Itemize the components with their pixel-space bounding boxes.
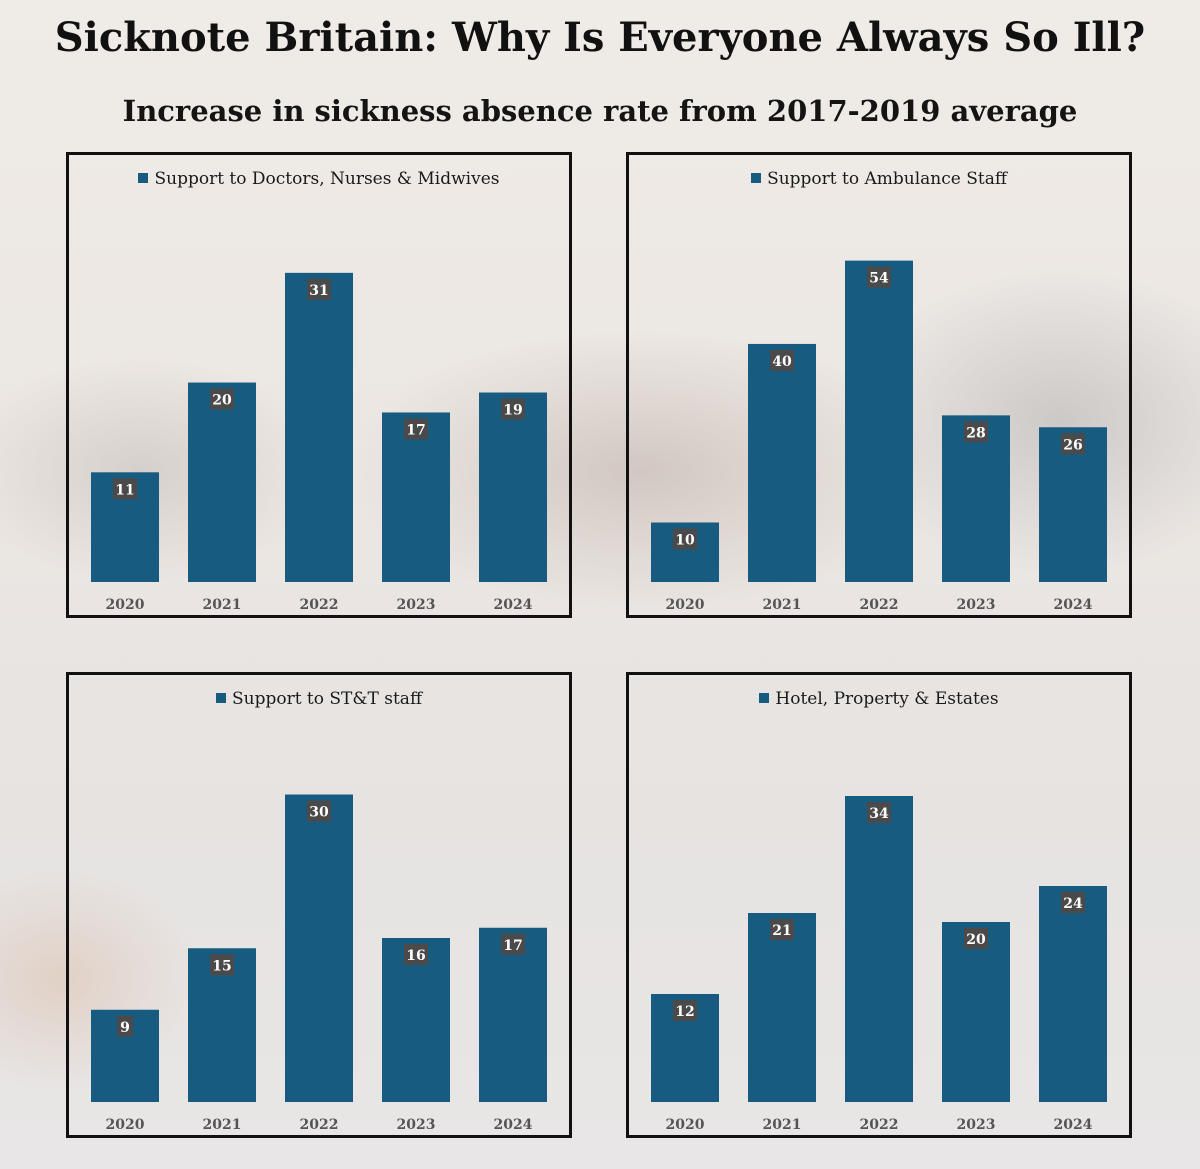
data-label-bg (307, 278, 331, 300)
x-tick-label: 2021 (203, 1117, 242, 1133)
legend-label: Hotel, Property & Estates (775, 689, 999, 709)
data-label-bg (867, 802, 891, 823)
chart-legend: Support to ST&T staff (69, 689, 569, 709)
data-label-bg (770, 919, 794, 940)
x-tick-label: 2022 (300, 1117, 339, 1133)
data-label: 20 (212, 393, 232, 409)
data-label: 31 (309, 283, 328, 299)
data-label: 30 (309, 805, 329, 821)
data-label-bg (770, 349, 794, 371)
data-label: 17 (503, 938, 522, 954)
data-label-bg (964, 928, 988, 949)
chart-panel-doctors: Support to Doctors, Nurses & Midwives 11… (66, 152, 572, 618)
data-label: 54 (869, 271, 889, 287)
data-label: 34 (869, 806, 889, 822)
data-label: 28 (966, 425, 985, 441)
legend-swatch (751, 173, 762, 183)
data-label: 17 (406, 422, 425, 438)
bar-2023 (382, 412, 450, 582)
legend-swatch (138, 173, 149, 183)
data-label-bg (1061, 892, 1085, 913)
data-label-bg (307, 800, 331, 822)
page-title: Sicknote Britain: Why Is Everyone Always… (54, 14, 1146, 61)
data-label-bg (964, 421, 988, 443)
data-label: 24 (1063, 896, 1083, 912)
x-tick-label: 2021 (763, 1117, 802, 1133)
bar-2022 (285, 272, 353, 582)
legend-label: Support to ST&T staff (231, 689, 423, 709)
x-tick-label: 2024 (1054, 597, 1093, 613)
data-label-bg (210, 388, 234, 410)
bar-2023 (382, 938, 450, 1102)
legend-swatch (215, 693, 226, 703)
data-label-bg (501, 933, 525, 955)
data-label-bg (867, 266, 891, 288)
chart-legend: Support to Doctors, Nurses & Midwives (69, 169, 569, 189)
x-tick-label: 2021 (203, 597, 242, 613)
data-label-bg (501, 398, 525, 420)
x-tick-label: 2022 (860, 1117, 899, 1133)
x-tick-label: 2020 (106, 1117, 145, 1133)
data-label-bg (404, 944, 428, 965)
bar-2024 (479, 392, 547, 582)
bar-2021 (188, 382, 256, 582)
x-tick-label: 2024 (494, 1117, 533, 1133)
bar-2023 (942, 415, 1010, 582)
chart-panel-ambulance: Support to Ambulance Staff 10 2020 40 2021 5… (626, 152, 1132, 618)
data-label: 12 (675, 1004, 694, 1020)
page-subtitle: Increase in sickness absence rate from 2… (122, 94, 1078, 128)
bar-2022 (285, 794, 353, 1102)
legend-label: Support to Ambulance Staff (767, 169, 1007, 189)
data-label: 9 (120, 1020, 130, 1036)
x-tick-label: 2020 (666, 597, 705, 613)
data-label: 26 (1063, 437, 1082, 453)
data-label: 40 (772, 354, 792, 370)
data-label-bg (117, 1015, 133, 1037)
x-tick-label: 2024 (494, 597, 533, 613)
data-label-bg (210, 954, 234, 976)
x-tick-label: 2023 (397, 1117, 436, 1133)
data-label-bg (404, 418, 428, 440)
bar-2022 (845, 260, 913, 582)
x-tick-label: 2023 (957, 597, 996, 613)
data-label-bg (673, 1000, 697, 1021)
chart-panel-hotel: Hotel, Property & Estates 12 2020 21 2021 34… (626, 672, 1132, 1138)
bar-chart-hotel: 12 2020 21 2021 34 2022 20 2023 24 2024 (651, 796, 1107, 1133)
data-label: 15 (212, 958, 231, 974)
x-tick-label: 2023 (957, 1117, 996, 1133)
x-tick-label: 2022 (860, 597, 899, 613)
bar-2024 (479, 927, 547, 1102)
x-tick-label: 2022 (300, 597, 339, 613)
data-label: 16 (406, 948, 425, 964)
data-label-bg (1061, 433, 1085, 455)
x-tick-label: 2023 (397, 597, 436, 613)
chart-legend: Support to Ambulance Staff (629, 169, 1129, 189)
data-label: 19 (503, 403, 522, 419)
x-tick-label: 2020 (666, 1117, 705, 1133)
chart-legend: Hotel, Property & Estates (629, 689, 1129, 709)
legend-swatch (759, 693, 770, 703)
bar-2024 (1039, 886, 1107, 1102)
data-label: 20 (966, 932, 986, 948)
x-tick-label: 2024 (1054, 1117, 1093, 1133)
data-label-bg (673, 528, 697, 550)
bar-chart-ambulance: 10 2020 40 2021 54 2022 28 2023 26 2024 (651, 260, 1107, 613)
bar-2021 (748, 343, 816, 582)
data-label-bg (113, 478, 137, 500)
data-label: 10 (675, 532, 695, 548)
x-tick-label: 2021 (763, 597, 802, 613)
bar-2021 (748, 913, 816, 1102)
bar-2022 (845, 796, 913, 1102)
legend-label: Support to Doctors, Nurses & Midwives (154, 169, 500, 189)
data-label: 21 (772, 923, 791, 939)
bar-chart-stt: 9 2020 15 2021 30 2022 16 2023 17 2024 (91, 794, 547, 1133)
x-tick-label: 2020 (106, 597, 145, 613)
bar-2023 (942, 922, 1010, 1102)
data-label: 11 (115, 482, 134, 498)
chart-panel-stt: Support to ST&T staff 9 2020 15 2021 30 2022 1… (66, 672, 572, 1138)
